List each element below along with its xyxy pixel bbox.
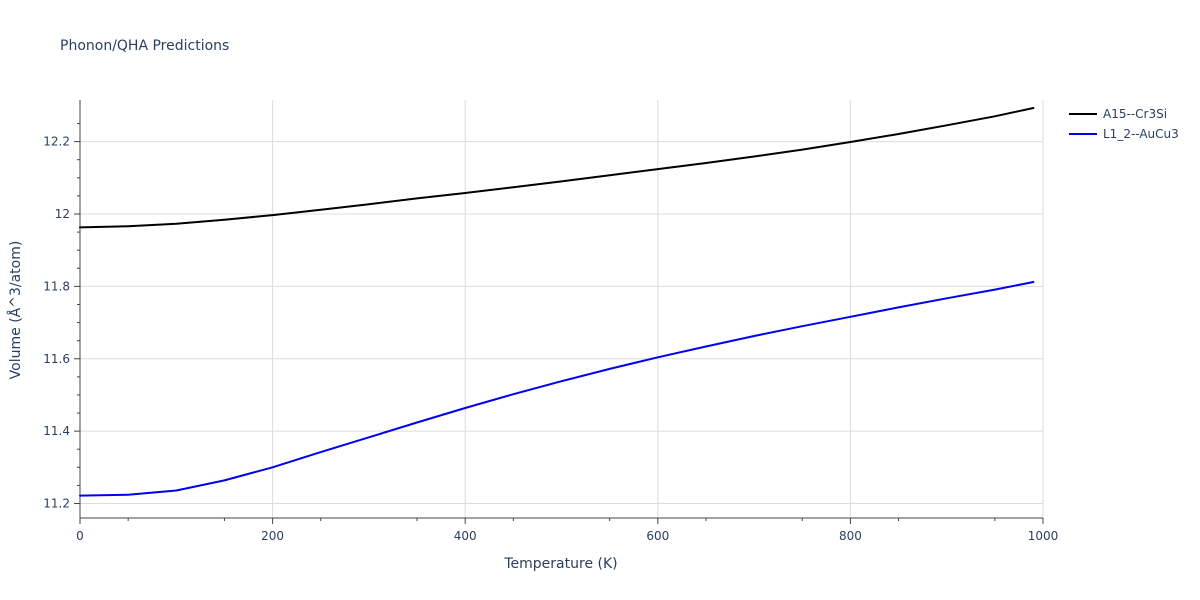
x-tick-label: 200 [261, 529, 284, 543]
y-axis-title: Volume (Å^3/atom) [7, 241, 24, 380]
legend-label: L1_2--AuCu3 [1103, 127, 1179, 141]
x-tick-label: 400 [454, 529, 477, 543]
y-tick-label: 11.8 [43, 279, 70, 293]
legend-label: A15--Cr3Si [1103, 107, 1167, 121]
series-line-2 [79, 281, 1035, 497]
y-tick-label: 11.6 [43, 352, 70, 366]
x-tick-label: 800 [839, 529, 862, 543]
x-tick-label: 0 [76, 529, 84, 543]
x-tick-label: 1000 [1028, 529, 1059, 543]
plot-area [79, 107, 1035, 497]
y-tick-label: 12.2 [43, 135, 70, 149]
chart-title: Phonon/QHA Predictions [60, 38, 229, 54]
legend-item[interactable]: A15--Cr3Si [1069, 107, 1167, 121]
x-axis-title: Temperature (K) [503, 556, 617, 572]
axes: 0 200 400 600 800 1000 11.2 11.4 11.6 11.8 12 12.2 [43, 100, 1058, 543]
legend[interactable]: A15--Cr3Si L1_2--AuCu3 [1069, 107, 1179, 141]
y-tick-label: 11.4 [43, 424, 70, 438]
y-tick-label: 11.2 [43, 497, 70, 511]
legend-item[interactable]: L1_2--AuCu3 [1069, 127, 1179, 141]
x-tick-label: 600 [646, 529, 669, 543]
y-tick-label: 12 [55, 207, 70, 221]
grid [80, 100, 1044, 518]
series-line-1 [79, 107, 1035, 229]
